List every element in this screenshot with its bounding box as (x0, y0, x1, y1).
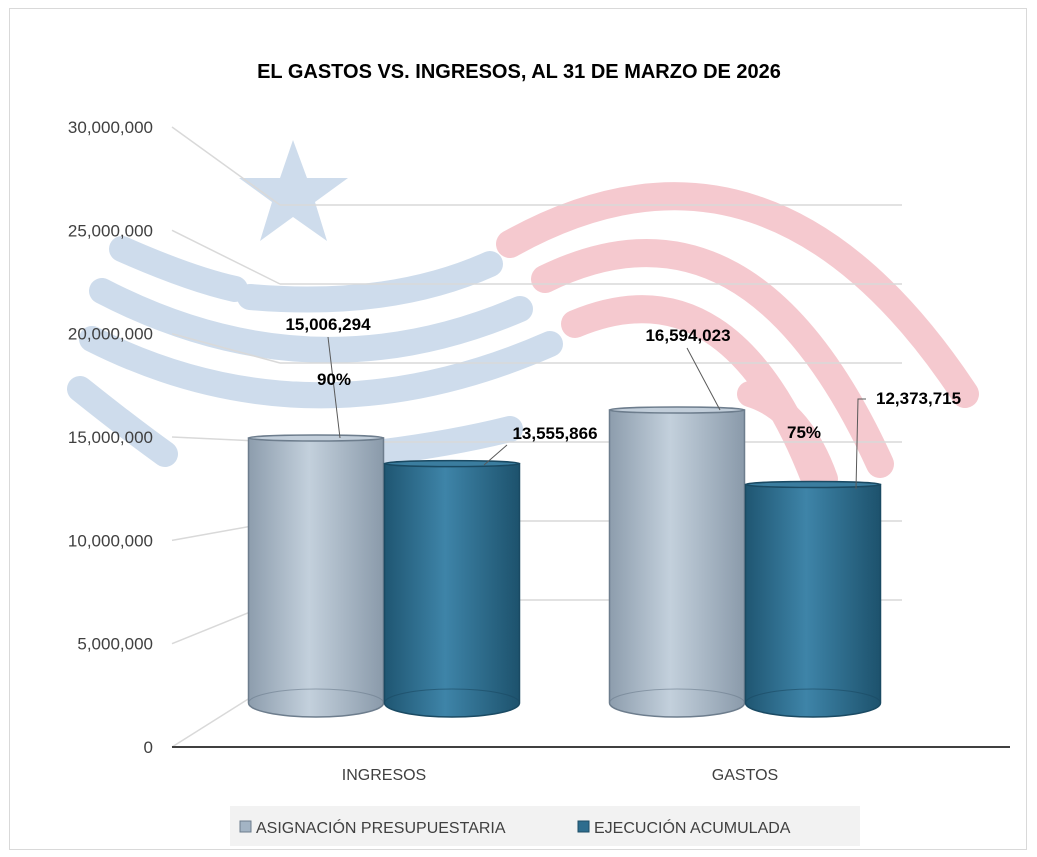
gridline-side (171, 229, 281, 285)
x-tick-label: INGRESOS (342, 767, 426, 784)
y-tick-label: 5,000,000 (77, 635, 153, 654)
y-tick-label: 0 (144, 738, 153, 757)
bar-top (744, 480, 882, 489)
chart-svg: EL GASTOS VS. INGRESOS, AL 31 DE MARZO D… (67, 61, 1010, 846)
bar-base-edge (609, 688, 745, 704)
percent-label: 90% (317, 370, 351, 389)
bar-body (383, 462, 521, 718)
legend-swatch-ejecucion (577, 820, 590, 833)
flag-stripe-blue (237, 251, 503, 313)
bar-top (383, 459, 521, 468)
y-tick-label: 25,000,000 (68, 221, 153, 240)
bar-body (608, 409, 746, 718)
bar-base-edge (745, 688, 881, 704)
gridline-side (171, 332, 281, 364)
legend-label-ejecucion: EJECUCIÓN ACUMULADA (594, 818, 791, 837)
leader-line (686, 347, 721, 411)
legend-swatch-asignacion (239, 820, 252, 833)
percent-label: 75% (787, 423, 821, 442)
bar-gastos-ejecucion (744, 480, 882, 718)
leader-line (483, 444, 508, 466)
data-labels: 15,006,294 13,555,866 16,594,023 12,373,715… (285, 315, 961, 490)
y-tick-label: 30,000,000 (68, 118, 153, 137)
bar-body (247, 437, 385, 718)
star-icon (239, 140, 348, 241)
y-tick-label: 20,000,000 (68, 325, 153, 344)
chart-title: EL GASTOS VS. INGRESOS, AL 31 DE MARZO D… (257, 61, 781, 83)
bar-gastos-asignacion (608, 406, 746, 718)
y-tick-label: 10,000,000 (68, 531, 153, 550)
leader-line (855, 398, 866, 490)
bar-top (608, 406, 746, 414)
data-label: 13,555,866 (512, 424, 597, 443)
y-axis-ticks: 0 5,000,000 10,000,000 15,000,000 20,000,000… (68, 118, 153, 757)
bar-base-edge (384, 688, 520, 704)
bar-ingresos-asignacion (247, 434, 385, 718)
legend-background (230, 806, 860, 846)
x-axis-ticks: INGRESOS GASTOS (342, 767, 778, 784)
bar-ingresos-ejecucion (383, 459, 521, 718)
bar-top (247, 434, 385, 442)
bar-base-edge (248, 688, 384, 704)
data-label: 15,006,294 (285, 315, 371, 334)
x-tick-label: GASTOS (712, 767, 778, 784)
gridline-side (171, 126, 281, 206)
legend-label-asignacion: ASIGNACIÓN PRESUPUESTARIA (256, 818, 506, 837)
legend: ASIGNACIÓN PRESUPUESTARIA EJECUCIÓN ACUM… (230, 806, 860, 846)
leader-line (327, 336, 341, 439)
y-tick-label: 15,000,000 (68, 428, 153, 447)
data-label: 12,373,715 (876, 389, 961, 408)
flag-stripe-blue (79, 326, 563, 409)
flag-stripe-red (737, 381, 838, 492)
data-label: 16,594,023 (645, 326, 730, 345)
bars (247, 406, 882, 718)
flag-stripe-blue (67, 376, 178, 467)
flag-stripe-blue (89, 278, 533, 363)
flag-stripe-blue (109, 236, 248, 302)
bar-body (744, 483, 882, 718)
flag-stripe-red (531, 239, 894, 478)
flag-stripe-red (496, 182, 979, 408)
chart-frame: EL GASTOS VS. INGRESOS, AL 31 DE MARZO D… (9, 8, 1027, 850)
